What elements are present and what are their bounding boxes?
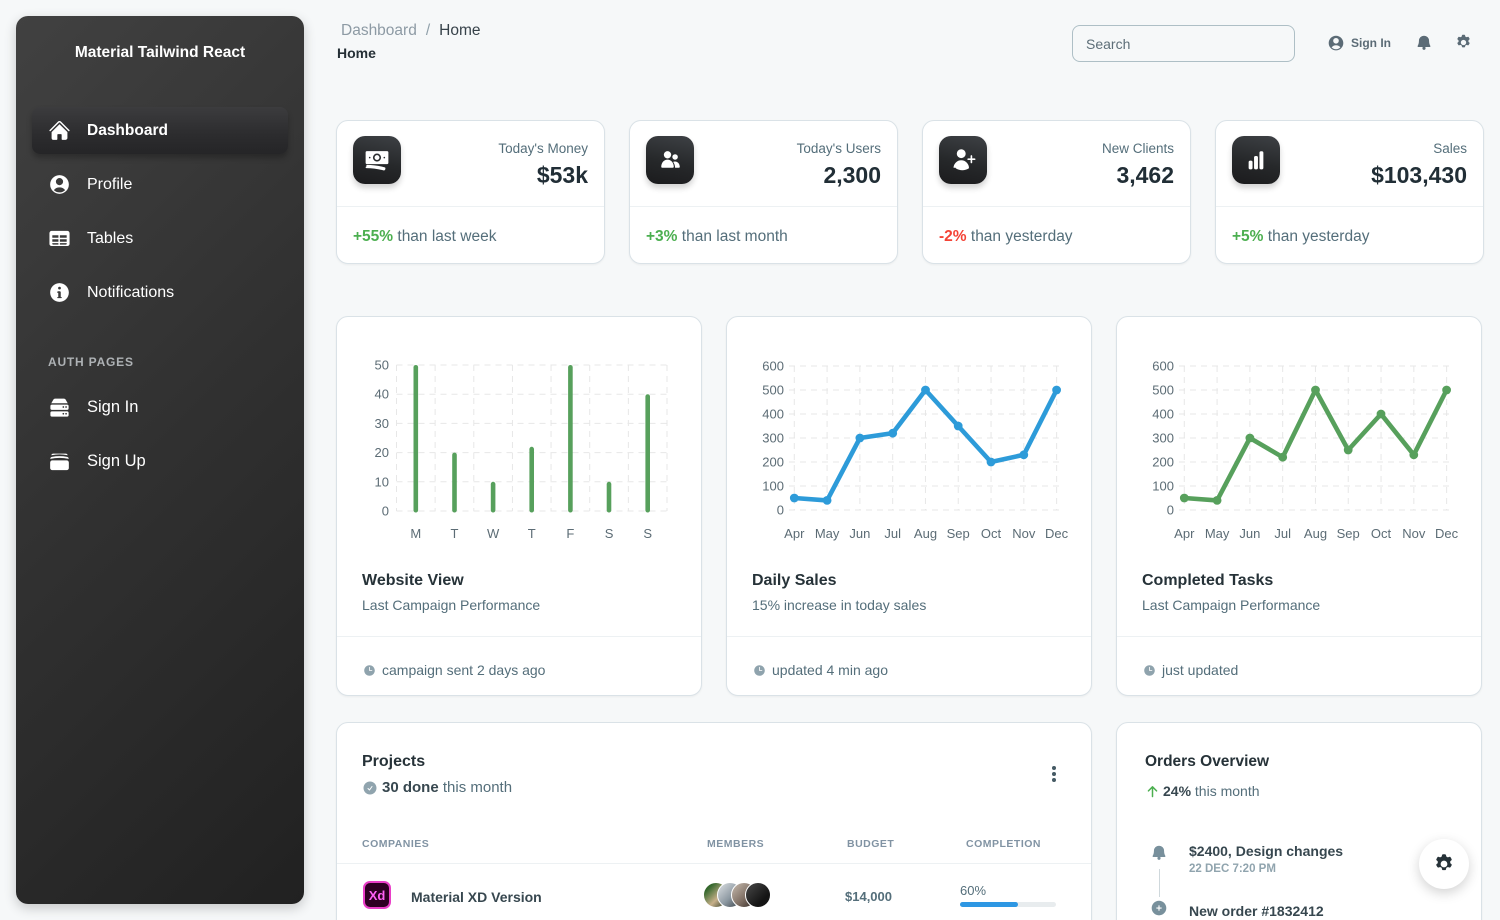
svg-text:100: 100 [762,479,784,494]
svg-text:Oct: Oct [1371,526,1392,541]
svg-text:40: 40 [375,387,389,402]
svg-text:Jun: Jun [1239,526,1260,541]
svg-text:600: 600 [1152,359,1174,374]
svg-text:Apr: Apr [1174,526,1195,541]
svg-text:30: 30 [375,416,389,431]
svg-text:300: 300 [1152,431,1174,446]
svg-text:Sep: Sep [1337,526,1360,541]
svg-text:500: 500 [762,383,784,398]
svg-text:Oct: Oct [981,526,1002,541]
svg-text:200: 200 [762,455,784,470]
svg-text:0: 0 [382,504,389,519]
svg-text:20: 20 [375,445,389,460]
svg-text:Aug: Aug [914,526,937,541]
svg-text:Jun: Jun [849,526,870,541]
svg-text:600: 600 [762,359,784,374]
svg-text:0: 0 [1167,503,1174,518]
svg-text:May: May [815,526,840,541]
svg-text:10: 10 [375,474,389,489]
svg-text:T: T [450,526,458,541]
svg-text:100: 100 [1152,479,1174,494]
svg-text:T: T [528,526,536,541]
svg-text:0: 0 [777,503,784,518]
svg-text:W: W [487,526,500,541]
svg-text:M: M [410,526,421,541]
svg-text:S: S [643,526,652,541]
svg-text:500: 500 [1152,383,1174,398]
svg-text:Dec: Dec [1435,526,1459,541]
svg-text:Dec: Dec [1045,526,1069,541]
svg-text:May: May [1205,526,1230,541]
svg-text:Nov: Nov [1012,526,1036,541]
svg-text:50: 50 [375,358,389,373]
svg-text:Jul: Jul [1274,526,1291,541]
svg-text:Jul: Jul [884,526,901,541]
svg-text:Sep: Sep [947,526,970,541]
svg-text:F: F [566,526,574,541]
svg-text:300: 300 [762,431,784,446]
svg-text:Aug: Aug [1304,526,1327,541]
svg-text:400: 400 [762,407,784,422]
svg-text:S: S [605,526,614,541]
svg-text:400: 400 [1152,407,1174,422]
svg-text:Apr: Apr [784,526,805,541]
svg-text:Nov: Nov [1402,526,1426,541]
svg-text:200: 200 [1152,455,1174,470]
